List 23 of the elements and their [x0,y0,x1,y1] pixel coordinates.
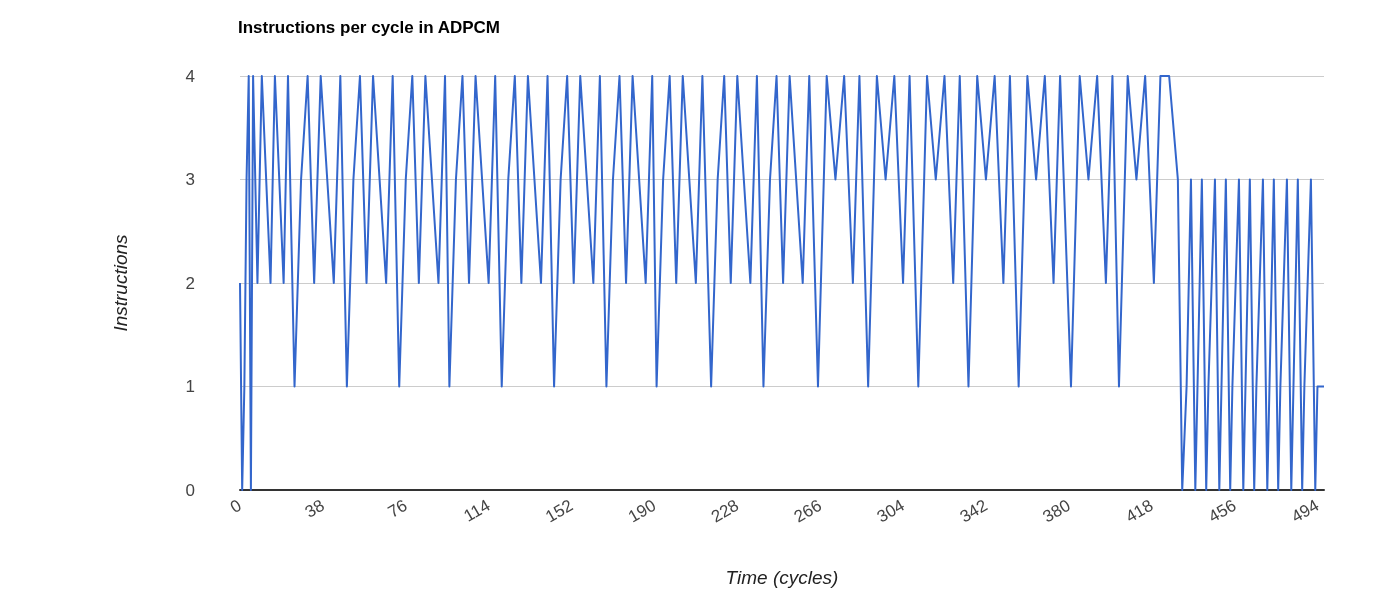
y-tick-label: 2 [185,273,195,293]
x-tick-label: 342 [956,495,991,527]
y-tick-label: 0 [185,480,195,500]
x-tick-label: 190 [625,495,660,527]
y-tick-label: 1 [185,377,195,396]
x-tick-label: 456 [1205,495,1240,527]
x-tick-label: 228 [707,495,743,527]
x-axis-title: Time (cycles) [725,567,839,588]
y-tick-label: 4 [185,66,195,86]
x-tick-label: 266 [790,495,825,527]
chart-title: Instructions per cycle in ADPCM [238,18,500,37]
y-tick-label: 3 [185,170,195,189]
x-tick-label: 304 [873,495,908,527]
x-tick-label: 152 [542,495,577,527]
y-axis-title: Instructions [110,233,131,332]
x-tick-label: 0 [227,495,245,517]
x-tick-label: 114 [460,495,494,526]
x-tick-label: 38 [301,495,328,522]
x-tick-label: 76 [384,495,411,522]
x-tick-label: 380 [1039,495,1074,527]
x-tick-label: 494 [1288,495,1323,527]
x-tick-label: 418 [1122,495,1157,527]
line-series [239,75,1325,491]
